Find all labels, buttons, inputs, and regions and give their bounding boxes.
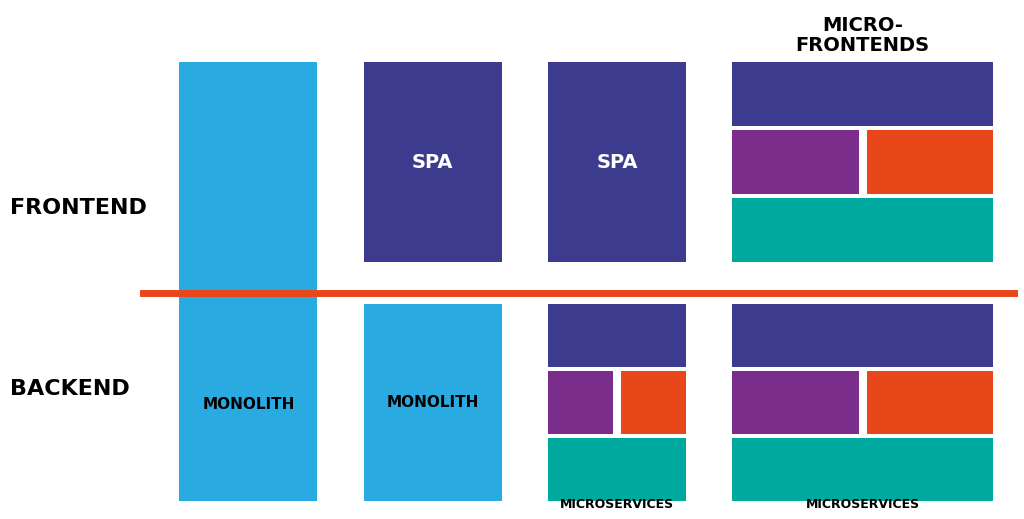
- Text: MICROSERVICES: MICROSERVICES: [806, 498, 920, 511]
- Bar: [548, 438, 686, 501]
- Text: MONOLITH: MONOLITH: [202, 398, 295, 412]
- Bar: [548, 62, 686, 262]
- Bar: [732, 62, 993, 126]
- Bar: [364, 304, 502, 501]
- Bar: [732, 198, 993, 262]
- Text: SPA: SPA: [412, 153, 454, 172]
- Text: FRONTEND: FRONTEND: [10, 198, 147, 217]
- Text: SPA: SPA: [596, 153, 638, 172]
- Bar: [732, 130, 858, 194]
- Bar: [179, 62, 317, 501]
- Bar: [548, 304, 686, 366]
- Bar: [866, 130, 993, 194]
- Bar: [732, 304, 993, 366]
- Text: MICROSERVICES: MICROSERVICES: [560, 498, 674, 511]
- Bar: [732, 438, 993, 501]
- Bar: [548, 371, 612, 434]
- Bar: [732, 371, 858, 434]
- Bar: [866, 371, 993, 434]
- Text: MICRO-
FRONTENDS: MICRO- FRONTENDS: [796, 16, 930, 55]
- Bar: [364, 62, 502, 262]
- Bar: [621, 371, 686, 434]
- Text: BACKEND: BACKEND: [10, 379, 130, 399]
- Text: MONOLITH: MONOLITH: [386, 395, 479, 409]
